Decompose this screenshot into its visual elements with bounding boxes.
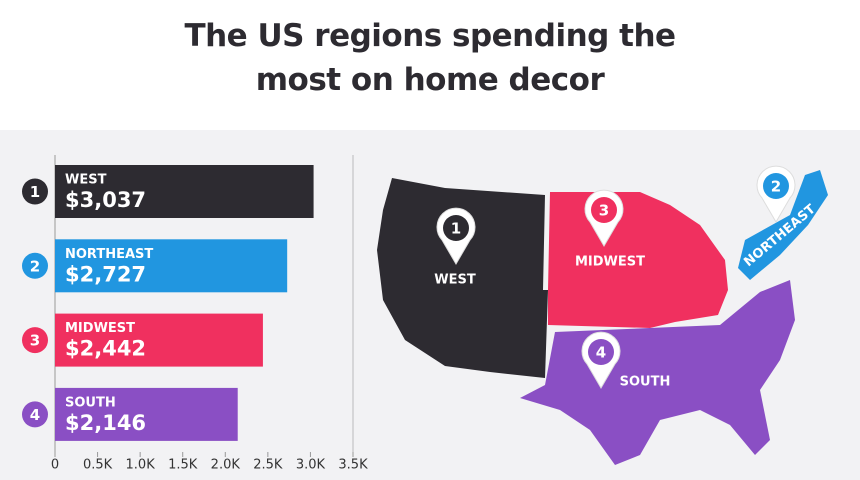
map-pin-badge <box>763 173 789 199</box>
value-label: $2,727 <box>65 262 146 286</box>
rank-badge <box>22 401 48 428</box>
bar-category: SOUTH <box>65 395 116 410</box>
bar-category: MIDWEST <box>65 321 135 336</box>
map-pin-rank: 2 <box>771 178 781 196</box>
rank-badge <box>22 327 48 354</box>
rank-badge <box>22 178 48 205</box>
map-region-label: SOUTH <box>620 375 671 390</box>
map-region-label: MIDWEST <box>575 255 645 270</box>
x-tick-label: 0.5K <box>83 458 113 473</box>
rank-label: 1 <box>30 183 40 201</box>
map-south <box>520 280 795 465</box>
map-pin-rank: 3 <box>599 202 609 220</box>
x-tick-label: 0 <box>51 458 59 473</box>
bar <box>55 313 263 367</box>
bar-category: NORTHEAST <box>65 247 153 262</box>
chart-title: The US regions spending the most on home … <box>184 18 675 98</box>
rank-label: 3 <box>30 332 40 350</box>
map-pin-badge <box>443 215 469 241</box>
rank-label: 4 <box>30 406 40 424</box>
map-west <box>377 178 548 378</box>
x-tick-label: 3.5K <box>338 458 368 473</box>
bar <box>55 165 314 218</box>
bar-category: WEST <box>65 173 107 188</box>
rank-badge <box>22 252 48 279</box>
x-tick-label: 2.0K <box>211 458 241 473</box>
map-pin-rank: 4 <box>596 344 606 362</box>
map-pin-badge <box>591 197 617 223</box>
map-region-label: WEST <box>434 273 476 288</box>
x-tick-label: 1.5K <box>168 458 198 473</box>
map-northeast <box>738 170 828 280</box>
value-label: $3,037 <box>65 188 146 212</box>
x-tick-label: 1.0K <box>126 458 156 473</box>
x-tick-label: 2.5K <box>253 458 283 473</box>
x-tick-label: 3.0K <box>296 458 326 473</box>
bar <box>55 387 238 441</box>
map-pin-rank: 1 <box>451 220 461 238</box>
value-label: $2,442 <box>65 337 146 361</box>
bar <box>55 239 288 293</box>
value-label: $2,146 <box>65 411 146 435</box>
map-pin-badge <box>588 339 614 365</box>
rank-label: 2 <box>30 257 40 275</box>
